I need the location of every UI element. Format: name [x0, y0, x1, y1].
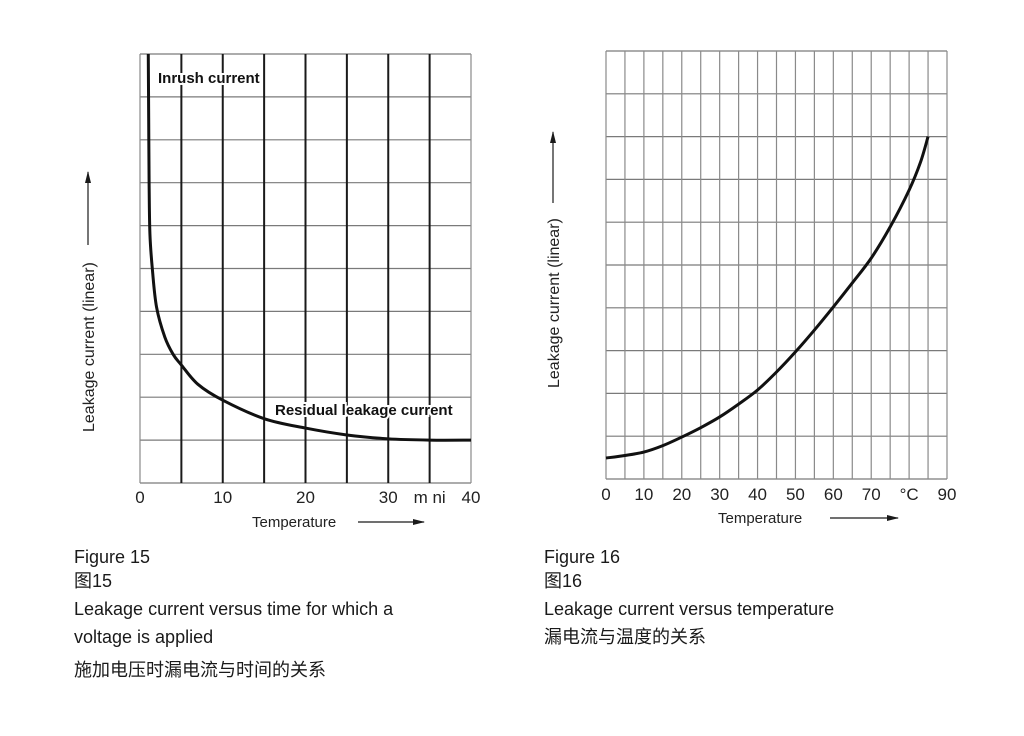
- x-axis-label: Temperature: [252, 514, 336, 531]
- y-axis-label: Leakage current (linear): [81, 262, 98, 432]
- x-tick-label: 70: [862, 485, 881, 504]
- leakage-current-curve: [146, 53, 472, 442]
- x-tick-label: 0: [135, 488, 144, 507]
- fig16-caption-line1: Leakage current versus temperature: [544, 599, 835, 619]
- x-tick-label: 10: [634, 485, 653, 504]
- x-tick-label: 0: [601, 485, 610, 504]
- fig15-label-cn: 图15: [74, 571, 113, 591]
- x-tick-label: 60: [824, 485, 843, 504]
- x-tick-label: 10: [213, 488, 232, 507]
- y-axis-label: Leakage current (linear): [546, 218, 563, 388]
- fig15-caption-line2: voltage is applied: [74, 627, 214, 647]
- fig16-label-cn: 图16: [544, 571, 583, 591]
- x-tick-label: 50: [786, 485, 805, 504]
- x-tick-label: m ni: [414, 488, 446, 507]
- x-tick-label: °C: [900, 485, 919, 504]
- x-tick-label: 40: [462, 488, 481, 507]
- x-tick-label: 90: [938, 485, 957, 504]
- x-tick-label: 40: [748, 485, 767, 504]
- leakage-current-curve: [605, 136, 930, 460]
- x-tick-label: 20: [296, 488, 315, 507]
- fig16-label: Figure 16: [544, 547, 621, 567]
- fig15-caption-line1: Leakage current versus time for which a: [74, 599, 394, 619]
- inrush-current-annotation: Inrush current: [158, 70, 260, 87]
- x-tick-label: 20: [672, 485, 691, 504]
- residual-leakage-annotation: Residual leakage current: [275, 402, 453, 419]
- fig16-caption-cn: 漏电流与温度的关系: [544, 627, 706, 647]
- fig15-caption-cn: 施加电压时漏电流与时间的关系: [74, 660, 326, 680]
- x-tick-label: 30: [710, 485, 729, 504]
- x-tick-label: 30: [379, 488, 398, 507]
- x-axis-label: Temperature: [718, 510, 802, 527]
- fig15-label: Figure 15: [74, 547, 151, 567]
